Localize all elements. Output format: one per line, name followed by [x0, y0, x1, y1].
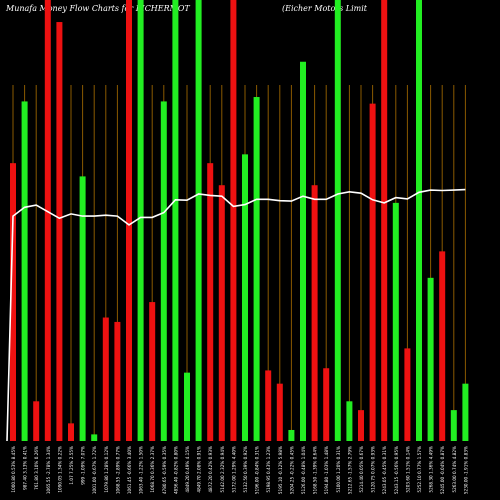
- x-tick-label: 1090.05 1.34% 0.22%: [57, 446, 62, 493]
- money-flow-bar: [230, 0, 237, 441]
- money-flow-bar: [184, 372, 190, 441]
- x-tick-label: 5195.10 -0.12% 5.98%: [278, 446, 283, 494]
- money-flow-bar: [195, 0, 202, 441]
- money-flow-bar: [102, 317, 109, 441]
- x-tick-label: 5132.50 0.39% 0.92%: [243, 446, 248, 493]
- x-tick-label: 5100.00 1.20% 0.31%: [336, 446, 341, 493]
- x-tick-label: 4856.40 -0.82% 0.80%: [173, 446, 178, 494]
- money-flow-bar: [242, 154, 248, 441]
- x-tick-label: 5252.10 0.77% 1.57%: [417, 446, 422, 493]
- money-flow-bar: [450, 410, 457, 441]
- x-tick-label: 5168.50 -1.39% 0.64%: [313, 446, 318, 494]
- money-flow-bar: [114, 321, 121, 441]
- money-flow-bar: [265, 370, 272, 441]
- x-tick-label: 5204.25 -0.22% 0.45%: [289, 446, 294, 494]
- x-tick-label: 987.40 3.13% 0.41%: [23, 446, 28, 490]
- money-flow-bar: [323, 368, 330, 441]
- money-flow-bar: [68, 423, 74, 441]
- money-flow-bar: [172, 0, 179, 441]
- money-flow-bar: [300, 61, 306, 442]
- x-tick-label: 4780.65 -0.59% 0.35%: [162, 446, 167, 494]
- x-tick-label: 1.07 7.25% 2.55%: [69, 446, 74, 485]
- x-tick-label: 5214.40 0.05% 0.67%: [359, 446, 364, 493]
- money-flow-bar: [311, 185, 318, 441]
- money-flow-bar: [33, 401, 40, 441]
- x-tick-label: 5243.05 -0.45% 0.31%: [382, 446, 387, 494]
- money-flow-bar: [79, 176, 86, 441]
- money-flow-bar: [56, 22, 63, 442]
- x-tick-label: 5194.80 -1.03% 1.48%: [324, 446, 329, 494]
- money-flow-bar: [462, 383, 469, 441]
- x-tick-label: 5245.00 -0.04% 0.87%: [440, 446, 445, 494]
- money-flow-bar: [149, 302, 156, 441]
- x-tick-label: 4849.20 0.49% 4.15%: [185, 446, 190, 493]
- x-tick-label: 5263.00 0.74% 4.82%: [452, 446, 457, 493]
- money-flow-bar: [10, 163, 16, 442]
- money-flow-bar: [91, 434, 98, 441]
- money-flow-bar: [44, 0, 51, 441]
- x-tick-label: 1065.55 -2.78% 1.34%: [46, 446, 51, 494]
- x-tick-label: 5212.65 -1.57% 2.79%: [347, 446, 352, 494]
- x-tick-label: 1061.45 -0.66% 3.40%: [127, 446, 132, 494]
- money-flow-bar: [427, 277, 434, 441]
- money-flow-bar: [126, 0, 132, 441]
- x-tick-label: 5243.15 -0.56% 0.95%: [394, 446, 399, 494]
- money-flow-bar: [392, 202, 399, 441]
- chart-title: Munafa Money Flow Charts for EICHERMOT: [6, 4, 190, 13]
- x-tick-label: 1000.80 0.53% 8.45%: [11, 446, 16, 493]
- money-flow-bar: [207, 163, 214, 442]
- x-tick-label: 1063.40 -1.22% 1.50%: [139, 446, 144, 494]
- money-flow-bar: [334, 0, 341, 441]
- x-tick-label: 5172.00 1.29% 4.40%: [231, 446, 236, 493]
- x-tick-label: 5126.00 -0.48% 1.04%: [301, 446, 306, 494]
- chart-subtitle: (Eicher Motors Limit: [282, 4, 367, 13]
- money-flow-bar: [369, 103, 376, 441]
- money-flow-bar: [253, 97, 260, 442]
- x-tick-label: 4872.20 0.42% 0.93%: [208, 446, 213, 493]
- money-flow-bar: [160, 101, 167, 442]
- money-flow-bar: [218, 185, 225, 441]
- money-flow-bar: [21, 101, 28, 442]
- x-tick-label: 1079.80 1.28% 0.12%: [104, 446, 109, 493]
- x-tick-label: 1068.55 -2.89% 0.77%: [115, 446, 120, 494]
- money-flow-bar: [416, 0, 422, 441]
- x-tick-label: 1068.70 0.36% 2.37%: [150, 446, 155, 493]
- money-flow-line: [6, 188, 466, 442]
- money-flow-bar: [381, 0, 388, 441]
- x-tick-label: 5203.60 1.51% 0.14%: [405, 446, 410, 493]
- x-tick-label: 5196.00 -0.84% 0.31%: [255, 446, 260, 494]
- x-tick-label: 4849.70 2.08% 0.91%: [197, 446, 202, 493]
- x-tick-label: 1001.00 -0.67% 1.72%: [92, 446, 97, 494]
- money-flow-bar: [358, 410, 364, 441]
- money-flow-bar: [288, 429, 295, 441]
- money-flow-bar: [439, 251, 446, 441]
- money-flow-bar: [346, 401, 353, 441]
- x-tick-label: 761.80 3.10% 0.26%: [34, 446, 39, 490]
- x-tick-label: 5198.95 0.43% 1.23%: [266, 446, 271, 493]
- x-tick-label: 5268.30 1.36% 4.49%: [429, 446, 434, 493]
- x-tick-label: 999 -1.09% 7.07%: [81, 446, 86, 485]
- chart-title-bar: Munafa Money Flow Charts for EICHERMOT (…: [0, 2, 500, 16]
- x-tick-label: 5120.75 0.07% 0.93%: [371, 446, 376, 493]
- money-flow-bar: [137, 0, 144, 441]
- x-tick-label: 5142.00 2.32% 0.94%: [220, 446, 225, 493]
- money-flow-bar: [276, 383, 283, 441]
- money-flow-bar: [404, 348, 411, 441]
- x-tick-label: 5230.00 -1.91% 0.83%: [463, 446, 468, 494]
